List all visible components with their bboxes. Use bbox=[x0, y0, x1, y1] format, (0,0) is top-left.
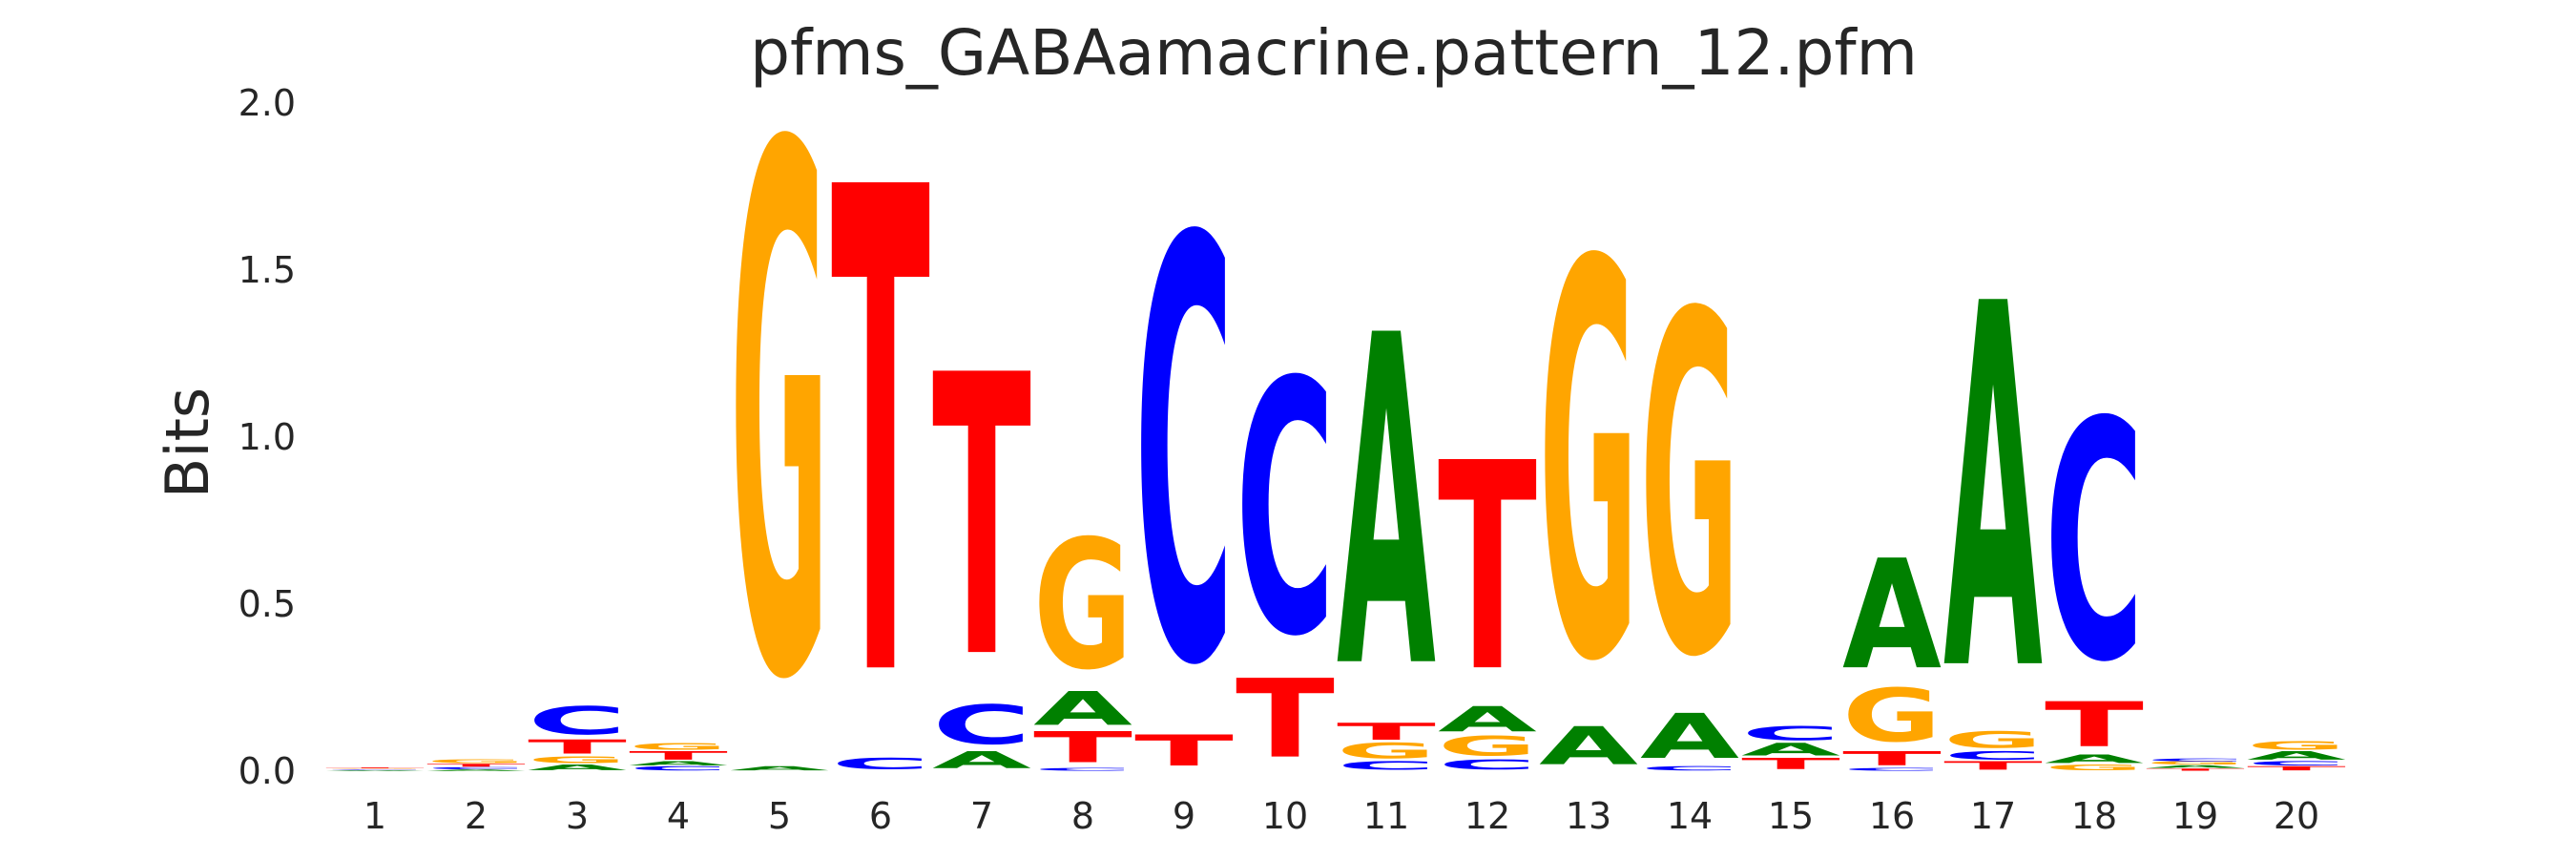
logo-letter-C-pos-20: C bbox=[2247, 760, 2346, 766]
logo-letter-G-pos-5: G bbox=[730, 0, 829, 840]
chart-title: pfms_GABAamacrine.pattern_12.pfm bbox=[750, 16, 1918, 90]
x-tick-label: 4 bbox=[667, 795, 690, 837]
logo-letter-T-pos-10: T bbox=[1236, 656, 1335, 782]
x-tick-label: 14 bbox=[1667, 795, 1713, 837]
logo-letter-A-pos-12: A bbox=[1438, 700, 1537, 740]
logo-letter-A-pos-18: A bbox=[2045, 752, 2144, 765]
logo-letter-G-pos-1: G bbox=[325, 768, 425, 769]
logo-letter-A-pos-17: A bbox=[1943, 200, 2044, 783]
logo-letter-C-pos-6: C bbox=[831, 755, 930, 773]
logo-letter-T-pos-4: T bbox=[629, 749, 728, 763]
logo-letter-T-pos-16: T bbox=[1842, 747, 1942, 770]
logo-letter-G-pos-3: G bbox=[528, 754, 627, 765]
x-axis-ticks: 1 2 3 4 5 6 7 8 9 10 11 12 13 14 15 16 17 18 19 20 bbox=[364, 795, 2319, 837]
logo-letter-C-pos-15: C bbox=[1741, 723, 1840, 745]
logo-letter-G-pos-13: G bbox=[1539, 151, 1638, 782]
x-tick-label: 6 bbox=[869, 795, 892, 837]
y-tick-label: 1.5 bbox=[239, 249, 296, 291]
logo-letter-T-pos-12: T bbox=[1438, 403, 1537, 735]
x-tick-label: 13 bbox=[1566, 795, 1611, 837]
logo-letter-C-pos-11: C bbox=[1337, 759, 1436, 772]
logo-letter-T-pos-1: T bbox=[325, 767, 425, 768]
logo-letter-T-pos-15: T bbox=[1741, 755, 1840, 773]
logo-letter-C-pos-9: C bbox=[1134, 118, 1234, 792]
x-tick-label: 1 bbox=[364, 795, 386, 837]
logo-letter-A-pos-11: A bbox=[1337, 241, 1437, 769]
logo-letter-C-pos-10: C bbox=[1236, 310, 1335, 714]
logo-letter-G-pos-14: G bbox=[1640, 217, 1739, 761]
logo-letter-T-pos-9: T bbox=[1134, 726, 1234, 776]
x-tick-label: 20 bbox=[2274, 795, 2319, 837]
logo-letter-A-pos-13: A bbox=[1539, 717, 1638, 777]
logo-letter-G-pos-12: G bbox=[1438, 731, 1537, 763]
logo-letter-C-pos-7: C bbox=[932, 694, 1031, 757]
logo-letter-C-pos-8: C bbox=[1033, 767, 1132, 772]
logo-letter-T-pos-17: T bbox=[1943, 759, 2043, 772]
x-tick-label: 16 bbox=[1869, 795, 1915, 837]
logo-letter-A-pos-19: A bbox=[2146, 765, 2245, 769]
logo-letter-C-pos-18: C bbox=[2045, 352, 2144, 734]
logo-letter-G-pos-4: G bbox=[629, 741, 728, 752]
logo-letter-T-pos-19: T bbox=[2146, 768, 2245, 772]
logo-letter-C-pos-12: C bbox=[1438, 757, 1537, 772]
logo-letter-T-pos-2: T bbox=[426, 764, 526, 768]
x-tick-label: 3 bbox=[566, 795, 589, 837]
logo-letter-A-pos-14: A bbox=[1640, 701, 1739, 773]
logo-letter-C-pos-4: C bbox=[629, 765, 728, 772]
logo-letter-G-pos-18: G bbox=[2045, 764, 2144, 772]
logo-letter-A-pos-5: A bbox=[730, 765, 830, 772]
logo-letter-G-pos-17: G bbox=[1943, 726, 2043, 753]
logo-letter-T-pos-7: T bbox=[932, 295, 1032, 744]
x-tick-label: 12 bbox=[1465, 795, 1510, 837]
x-tick-label: 18 bbox=[2071, 795, 2117, 837]
y-axis-ticks: 0.0 0.5 1.0 1.5 2.0 bbox=[239, 82, 296, 792]
x-tick-label: 17 bbox=[1970, 795, 2016, 837]
x-tick-label: 2 bbox=[465, 795, 488, 837]
logo-letter-G-pos-16: G bbox=[1842, 673, 1942, 759]
logo-letter-A-pos-1: A bbox=[325, 770, 425, 771]
x-tick-label: 7 bbox=[970, 795, 993, 837]
logo-letter-T-pos-18: T bbox=[2045, 688, 2144, 761]
logo-letter-T-pos-8: T bbox=[1033, 723, 1132, 773]
logo-letter-C-pos-19: C bbox=[2146, 758, 2245, 763]
x-tick-label: 11 bbox=[1363, 795, 1409, 837]
logo-letter-A-pos-2: A bbox=[426, 769, 526, 771]
logo-letter-A-pos-16: A bbox=[1842, 528, 1942, 703]
y-tick-label: 1.0 bbox=[239, 416, 296, 458]
logo-letter-G-pos-8: G bbox=[1033, 502, 1132, 709]
logo-letter-C-pos-3: C bbox=[528, 699, 627, 744]
logo-letter-A-pos-15: A bbox=[1741, 740, 1840, 760]
x-tick-label: 19 bbox=[2172, 795, 2218, 837]
logo-letter-T-pos-6: T bbox=[831, 52, 931, 826]
logo-letter-G-pos-19: G bbox=[2146, 761, 2245, 765]
logo-letter-A-pos-20: A bbox=[2247, 749, 2346, 763]
logo-letter-T-pos-11: T bbox=[1337, 718, 1436, 744]
logo-letter-G-pos-20: G bbox=[2247, 739, 2346, 752]
x-tick-label: 8 bbox=[1071, 795, 1094, 837]
logo-letter-A-pos-4: A bbox=[629, 760, 729, 766]
logo-letter-T-pos-3: T bbox=[528, 736, 627, 759]
logo-letter-C-pos-2: C bbox=[426, 766, 526, 769]
x-tick-label: 15 bbox=[1768, 795, 1814, 837]
logo-letter-C-pos-16: C bbox=[1842, 767, 1942, 772]
x-tick-label: 9 bbox=[1173, 795, 1195, 837]
logo-letter-C-pos-17: C bbox=[1943, 749, 2043, 763]
x-tick-label: 10 bbox=[1262, 795, 1308, 837]
y-tick-label: 0.5 bbox=[239, 583, 296, 625]
logo-letter-C-pos-1: C bbox=[325, 769, 425, 770]
logo-letter-A-pos-3: A bbox=[528, 764, 627, 772]
logo-letter-C-pos-14: C bbox=[1640, 765, 1739, 772]
y-tick-label: 2.0 bbox=[239, 82, 296, 124]
logo-letter-G-pos-2: G bbox=[426, 759, 526, 765]
x-tick-label: 5 bbox=[768, 795, 791, 837]
logo-letter-A-pos-7: A bbox=[932, 746, 1031, 773]
logo-letter-G-pos-11: G bbox=[1337, 739, 1436, 764]
y-tick-label: 0.0 bbox=[239, 750, 296, 792]
logo-letter-A-pos-8: A bbox=[1033, 681, 1132, 736]
y-axis-label: Bits bbox=[153, 388, 222, 498]
logo-letter-T-pos-20: T bbox=[2247, 765, 2346, 772]
